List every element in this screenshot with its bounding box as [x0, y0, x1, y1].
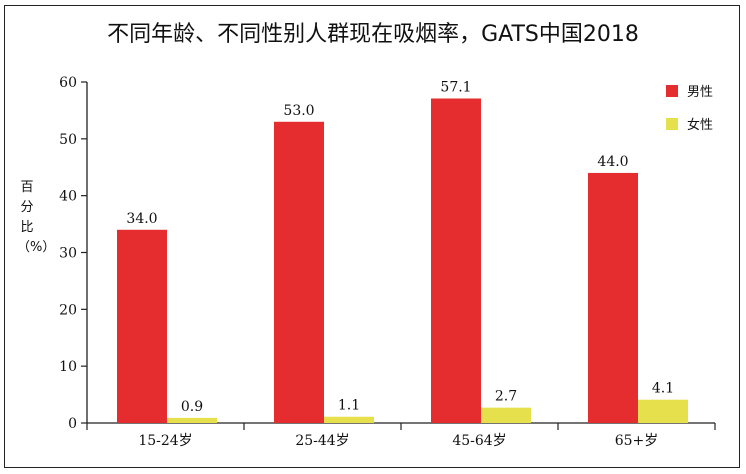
x-tick-label: 65+岁	[615, 433, 659, 449]
data-label: 34.0	[126, 211, 157, 227]
x-tick-label: 25-44岁	[295, 433, 349, 449]
y-tick-label: 60	[59, 75, 77, 91]
y-tick-label: 10	[59, 359, 77, 375]
legend-swatch	[666, 85, 678, 97]
bar-female	[167, 417, 217, 423]
data-label: 1.1	[338, 398, 360, 414]
bar-male	[117, 229, 167, 423]
y-tick-label: 50	[59, 132, 77, 148]
bar-male	[274, 121, 324, 424]
bar-male	[588, 172, 638, 423]
x-tick-label: 15-24岁	[138, 433, 192, 449]
data-label: 0.9	[181, 399, 203, 415]
legend-label: 女性	[687, 117, 713, 133]
bar-female	[481, 407, 531, 423]
data-label: 4.1	[652, 381, 674, 397]
legend-swatch	[666, 118, 678, 130]
bar-male	[431, 98, 481, 424]
data-label: 44.0	[597, 154, 628, 170]
bar-female	[638, 399, 688, 423]
legend-label: 男性	[687, 85, 713, 100]
y-tick-label: 30	[59, 246, 77, 262]
data-label: 57.1	[440, 79, 471, 95]
bar-female	[324, 416, 374, 423]
data-label: 2.7	[495, 389, 517, 405]
y-tick-label: 0	[68, 416, 77, 432]
x-tick-label: 45-64岁	[452, 433, 506, 449]
y-tick-label: 20	[59, 302, 77, 318]
chart-title: 不同年龄、不同性别人群现在吸烟率，GATS中国2018	[107, 22, 639, 47]
y-tick-label: 40	[59, 189, 77, 205]
data-label: 53.0	[283, 103, 314, 119]
